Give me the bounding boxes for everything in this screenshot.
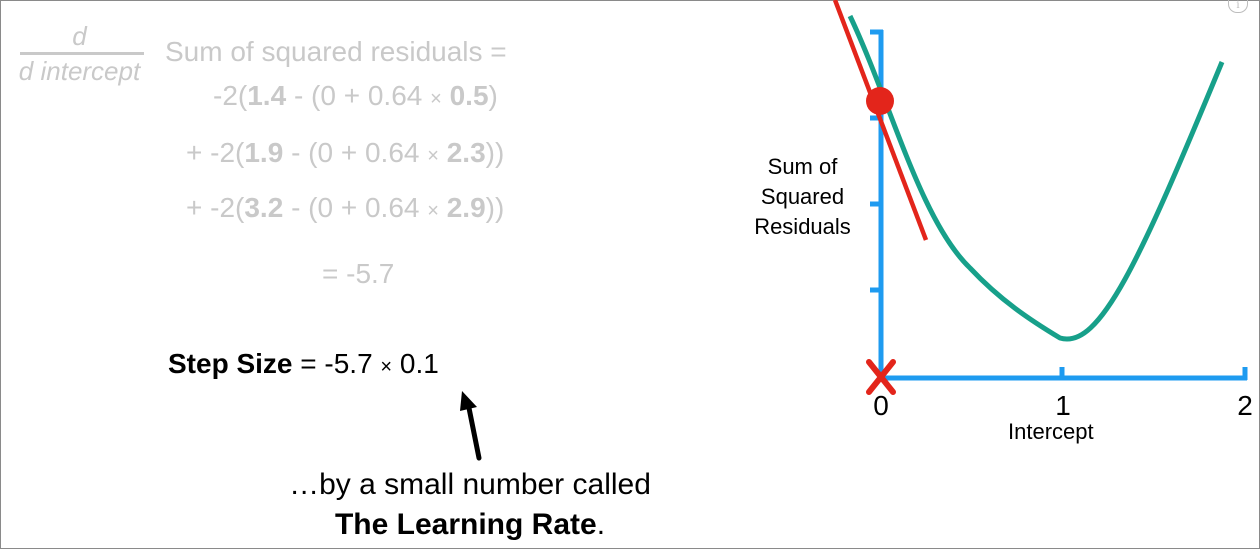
learning-rate-term: The Learning Rate <box>334 508 597 541</box>
caption-period: . <box>596 508 606 541</box>
term-suffix: )) <box>485 192 505 223</box>
step-size-equals: = -5.7 <box>292 348 381 379</box>
term-prefix: + -2( <box>186 192 245 223</box>
ssr-label: Sum of squared residuals = <box>165 36 507 67</box>
step-size-equation: Step Size = -5.7 × 0.1 <box>168 348 439 380</box>
derivative-result: = -5.7 <box>322 258 395 289</box>
times-sign: × <box>380 356 393 378</box>
step-size-label: Step Size <box>168 348 293 379</box>
derivative-fraction: d d intercept <box>2 22 157 84</box>
info-icon[interactable]: i <box>1228 0 1248 13</box>
term-observed: 3.2 <box>244 192 284 223</box>
point-icon <box>866 87 894 115</box>
times-sign: × <box>430 88 442 110</box>
learning-rate-value: 0.1 <box>392 348 439 379</box>
tangent-line <box>832 0 929 241</box>
term-middle: - (0 + 0.64 <box>283 137 428 168</box>
fraction-denominator: d intercept <box>18 56 141 86</box>
ssr-graph <box>832 0 1248 395</box>
y-axis-label: Sum of Squared Residuals <box>754 154 851 239</box>
term-prefix: + -2( <box>186 137 245 168</box>
x-axis-label: Intercept <box>1008 419 1094 444</box>
term-middle: - (0 + 0.64 <box>283 192 428 223</box>
term-predictor: 2.9 <box>446 192 486 223</box>
term-middle: - (0 + 0.64 <box>286 80 431 111</box>
x-axis <box>879 367 1248 381</box>
term-1: -2(1.4 - (0 + 0.64 × 0.5) <box>213 80 498 112</box>
term-2: + -2(1.9 - (0 + 0.64 × 2.3)) <box>186 137 504 169</box>
caption-line-1: …by a small number called <box>289 468 651 501</box>
caption-line-2: The Learning Rate. <box>240 505 700 545</box>
x-mark-icon <box>866 359 896 395</box>
caption: …by a small number called The Learning R… <box>240 465 700 545</box>
term-prefix: -2( <box>213 80 248 111</box>
up-arrow-icon <box>460 391 482 461</box>
fraction-numerator: d <box>72 21 87 51</box>
term-observed: 1.9 <box>244 137 284 168</box>
term-predictor: 2.3 <box>446 137 486 168</box>
term-suffix: )) <box>485 137 505 168</box>
ssr-curve <box>847 14 1225 342</box>
times-sign: × <box>427 145 439 167</box>
term-predictor: 0.5 <box>449 80 489 111</box>
times-sign: × <box>427 200 439 222</box>
x-tick-label: 2 <box>1237 390 1253 421</box>
term-observed: 1.4 <box>247 80 287 111</box>
term-3: + -2(3.2 - (0 + 0.64 × 2.9)) <box>186 192 504 224</box>
term-suffix: ) <box>488 80 498 111</box>
x-tick-label: 0 <box>873 390 889 421</box>
fraction-bar <box>20 52 144 55</box>
x-tick-label: 1 <box>1055 390 1071 421</box>
